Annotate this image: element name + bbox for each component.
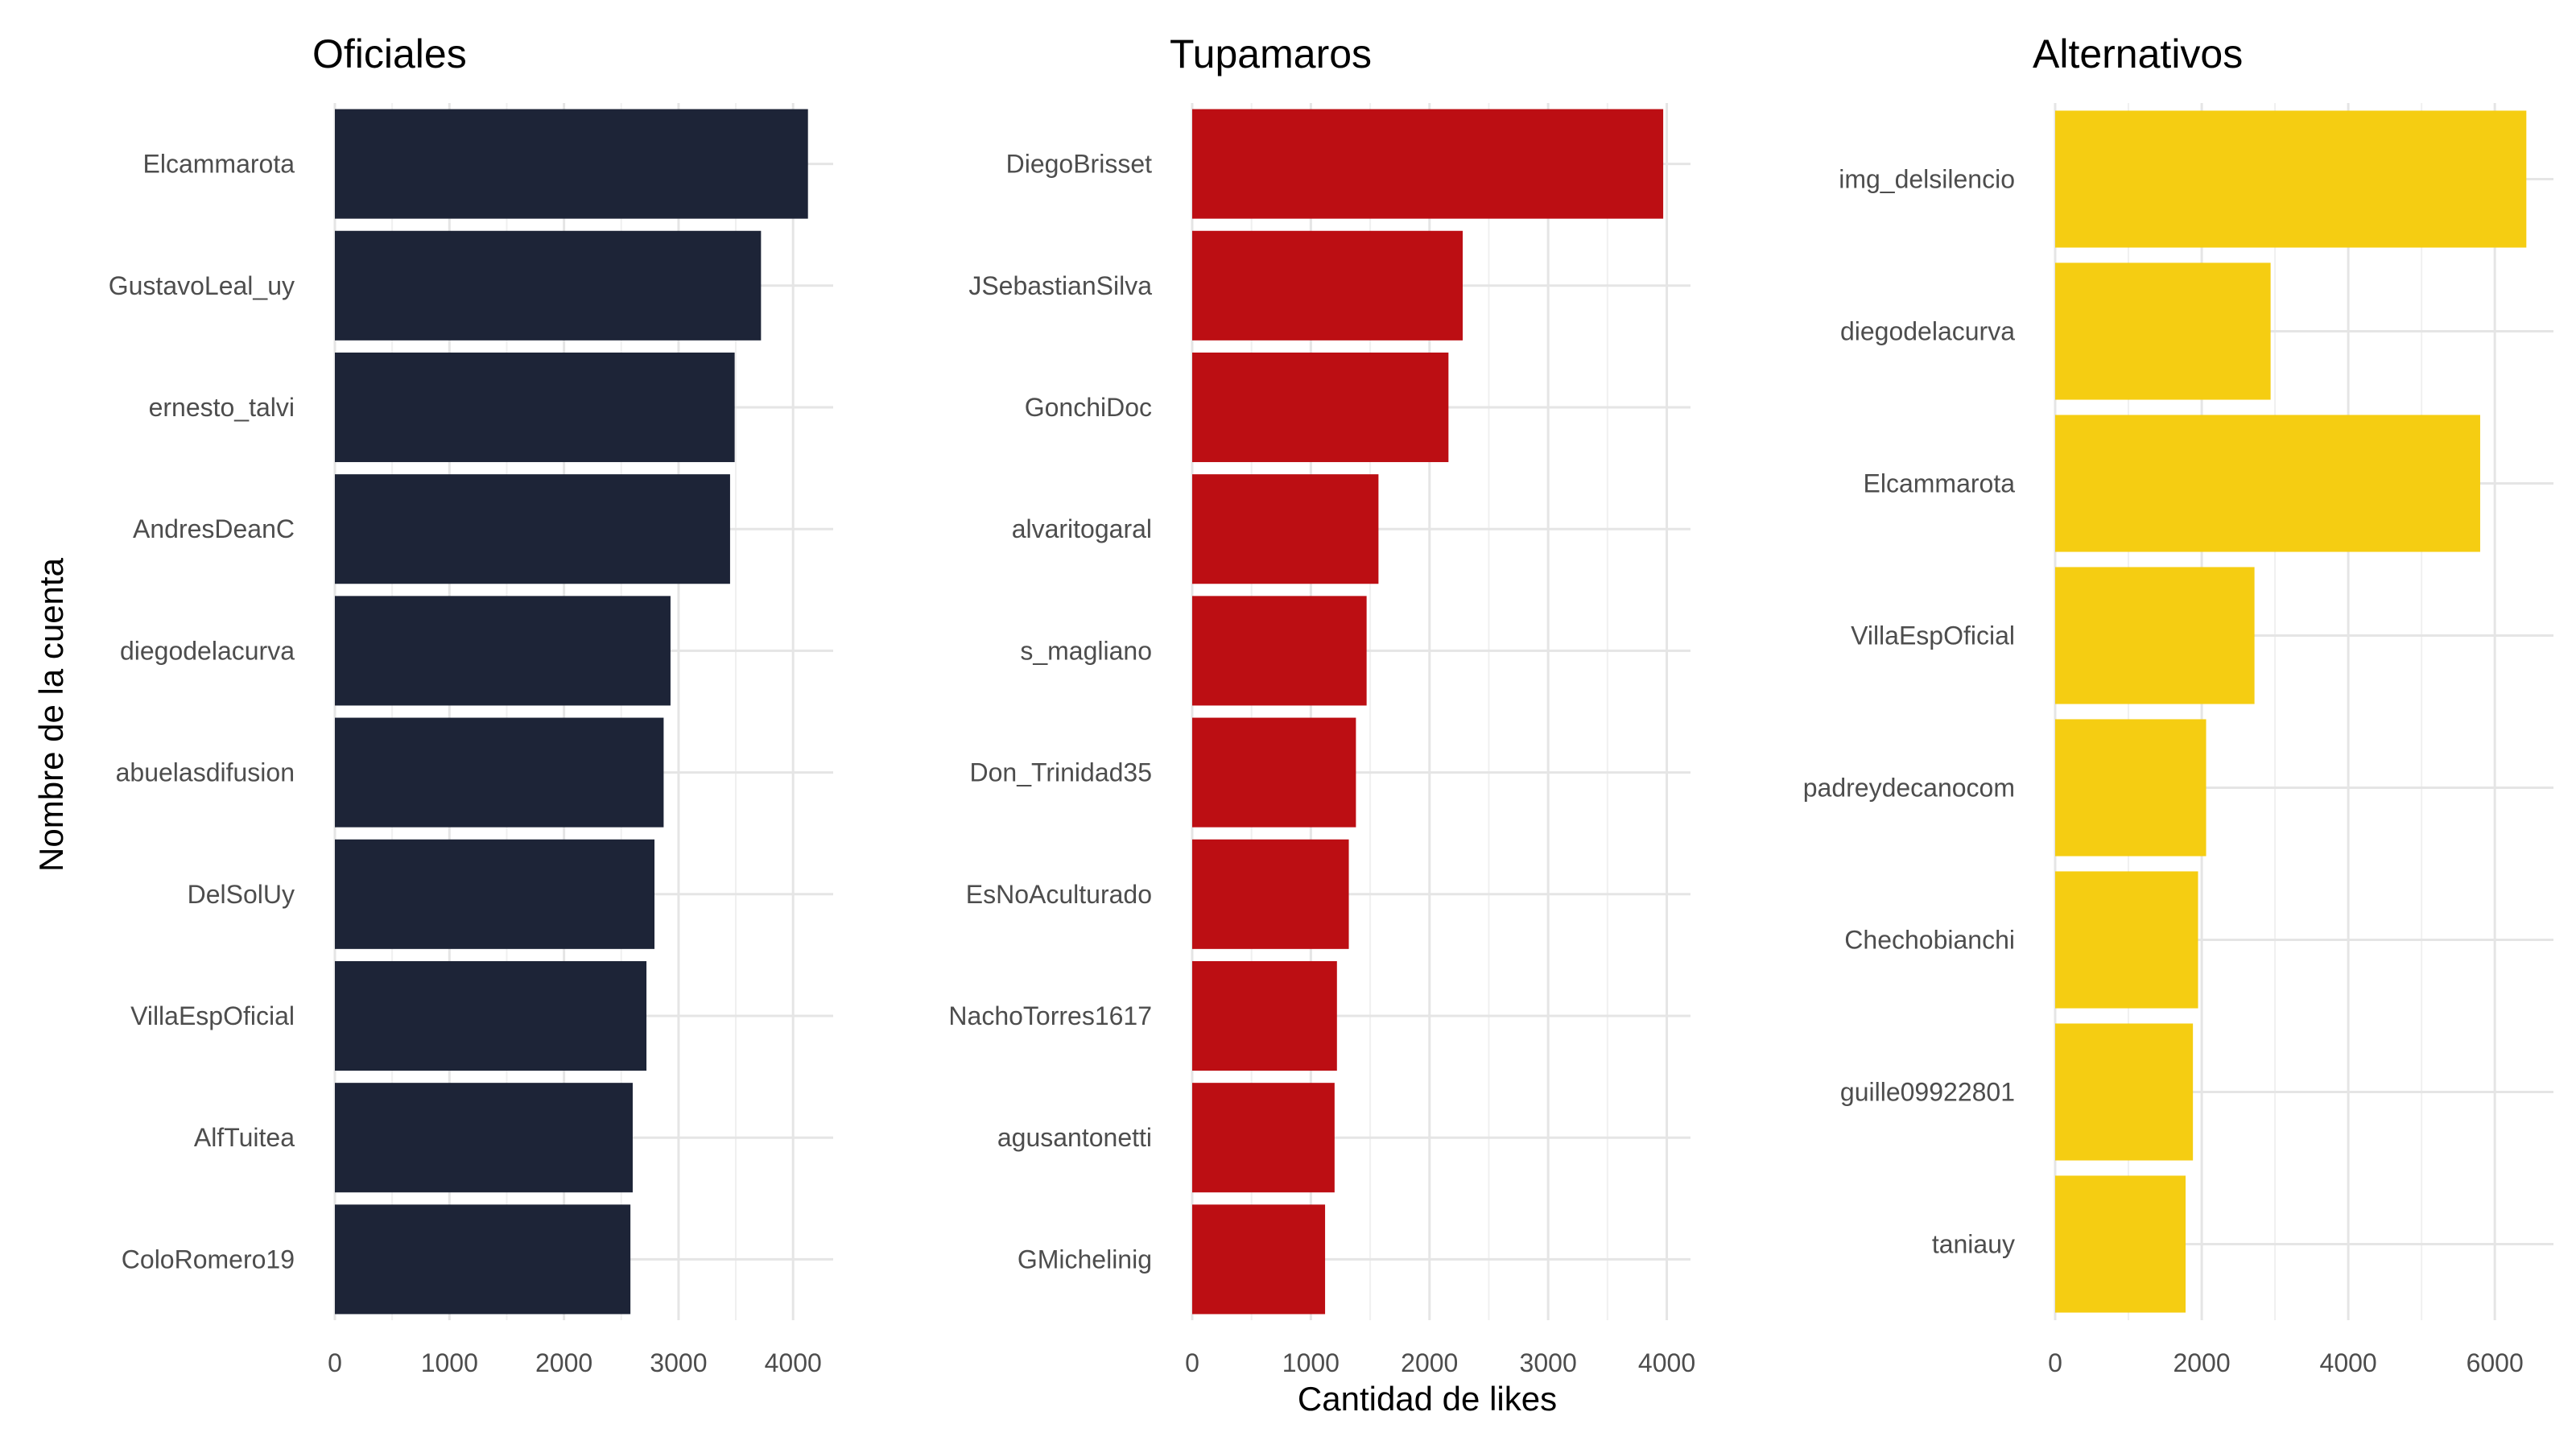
x-tick-label: 4000 bbox=[1638, 1348, 1695, 1377]
bar-padreydecanocom bbox=[2055, 719, 2207, 857]
x-axis-title: Cantidad de likes bbox=[1298, 1380, 1557, 1418]
bar-DiegoBrisset bbox=[1192, 109, 1664, 219]
category-label: padreydecanocom bbox=[1803, 774, 2015, 803]
category-label: ColoRomero19 bbox=[122, 1245, 295, 1274]
category-label: abuelasdifusion bbox=[116, 758, 295, 787]
category-label: VillaEspOficial bbox=[1851, 621, 2015, 650]
bar-AndresDeanC bbox=[335, 474, 730, 584]
bar-JSebastianSilva bbox=[1192, 230, 1463, 341]
category-label: agusantonetti bbox=[997, 1123, 1152, 1152]
category-label: Elcammarota bbox=[1864, 469, 2016, 498]
category-label: diegodelacurva bbox=[1840, 317, 2015, 346]
bar-alvaritogaral bbox=[1192, 474, 1379, 584]
panel-tupamaros: DiegoBrisset JSebastianSilva GonchiDoc alva… bbox=[948, 31, 1695, 1377]
bar-taniauy bbox=[2055, 1175, 2186, 1313]
x-tick-label: 0 bbox=[328, 1348, 342, 1377]
bar-abuelasdifusion bbox=[335, 717, 664, 828]
x-tick-label: 3000 bbox=[1520, 1348, 1577, 1377]
bar-NachoTorres1617 bbox=[1192, 960, 1337, 1071]
x-tick-label: 0 bbox=[2048, 1348, 2062, 1377]
category-label: s_magliano bbox=[1020, 636, 1152, 665]
bar-Chechobianchi bbox=[2055, 871, 2198, 1009]
bar-VillaEspOficial bbox=[335, 960, 647, 1071]
category-label: NachoTorres1617 bbox=[948, 1001, 1152, 1030]
panel-title: Alternativos bbox=[2033, 31, 2243, 76]
category-label: JSebastianSilva bbox=[968, 271, 1152, 300]
bar-s_magliano bbox=[1192, 596, 1367, 706]
category-label: VillaEspOficial bbox=[130, 1001, 295, 1030]
category-label: GonchiDoc bbox=[1025, 393, 1152, 422]
category-label: taniauy bbox=[1932, 1230, 2015, 1259]
bar-GMichelinig bbox=[1192, 1204, 1326, 1315]
bar-AlfTuitea bbox=[335, 1083, 633, 1193]
panel-title: Oficiales bbox=[312, 31, 467, 76]
x-tick-label: 0 bbox=[1185, 1348, 1199, 1377]
x-tick-label: 1000 bbox=[421, 1348, 478, 1377]
bar-EsNoAculturado bbox=[1192, 839, 1349, 949]
bar-GustavoLeal_uy bbox=[335, 230, 762, 341]
category-label: DiegoBrisset bbox=[1006, 150, 1153, 179]
category-label: Elcammarota bbox=[143, 150, 295, 179]
category-label: ernesto_talvi bbox=[149, 393, 295, 422]
category-label: GMichelinig bbox=[1018, 1245, 1152, 1274]
bar-diegodelacurva bbox=[2055, 262, 2271, 400]
x-tick-label: 6000 bbox=[2467, 1348, 2524, 1377]
category-label: AndresDeanC bbox=[133, 514, 295, 543]
bar-diegodelacurva bbox=[335, 596, 671, 706]
bar-ColoRomero19 bbox=[335, 1204, 631, 1315]
x-tick-label: 2000 bbox=[2173, 1348, 2230, 1377]
category-label: EsNoAculturado bbox=[966, 880, 1152, 909]
category-label: alvaritogaral bbox=[1012, 514, 1152, 543]
bar-VillaEspOficial bbox=[2055, 567, 2255, 704]
category-label: diegodelacurva bbox=[120, 636, 295, 665]
category-label: DelSolUy bbox=[188, 880, 295, 909]
category-label: Don_Trinidad35 bbox=[969, 758, 1152, 787]
panel-title: Tupamaros bbox=[1170, 31, 1372, 76]
category-label: Chechobianchi bbox=[1844, 926, 2015, 955]
category-label: img_delsilencio bbox=[1839, 165, 2015, 194]
x-tick-label: 4000 bbox=[765, 1348, 822, 1377]
panel-alternativos: img_delsilencio diegodelacurva Elcammarota… bbox=[1803, 31, 2553, 1377]
category-label: AlfTuitea bbox=[194, 1123, 295, 1152]
category-label: guille09922801 bbox=[1840, 1078, 2015, 1107]
x-tick-label: 3000 bbox=[650, 1348, 707, 1377]
bar-Elcammarota bbox=[335, 109, 808, 219]
bar-GonchiDoc bbox=[1192, 352, 1449, 463]
bar-img_delsilencio bbox=[2055, 110, 2527, 248]
panel-oficiales: Elcammarota GustavoLeal_uy ernesto_talvi An… bbox=[109, 31, 833, 1377]
panels: Elcammarota GustavoLeal_uy ernesto_talvi An… bbox=[109, 31, 2553, 1377]
category-label: GustavoLeal_uy bbox=[109, 271, 295, 300]
bar-DelSolUy bbox=[335, 839, 655, 949]
x-tick-label: 2000 bbox=[535, 1348, 592, 1377]
x-tick-label: 2000 bbox=[1401, 1348, 1458, 1377]
bar-Don_Trinidad35 bbox=[1192, 717, 1356, 828]
x-tick-label: 4000 bbox=[2320, 1348, 2377, 1377]
bar-agusantonetti bbox=[1192, 1083, 1335, 1193]
bar-guille09922801 bbox=[2055, 1023, 2194, 1161]
bar-Elcammarota bbox=[2055, 415, 2480, 552]
x-tick-label: 1000 bbox=[1282, 1348, 1340, 1377]
y-axis-title: Nombre de la cuenta bbox=[32, 557, 70, 872]
bar-ernesto_talvi bbox=[335, 352, 735, 463]
